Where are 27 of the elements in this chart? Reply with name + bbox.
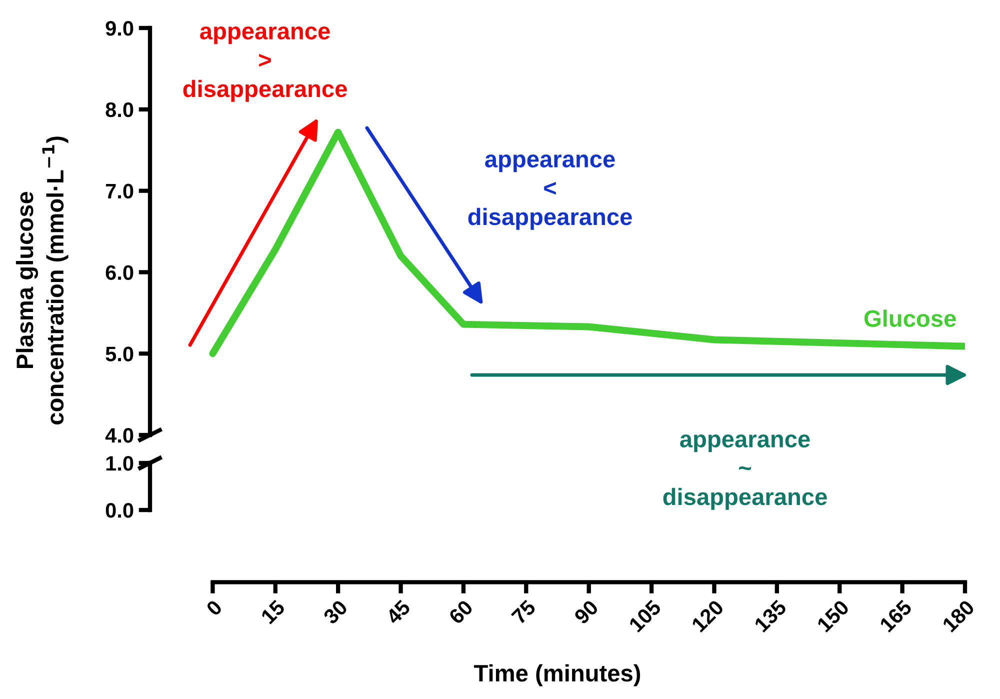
- y-tick-label: 7.0: [106, 184, 134, 199]
- y-tick-label: 6.0: [106, 265, 134, 280]
- x-axis-title: Time (minutes): [474, 664, 640, 686]
- x-tick-label: 120: [690, 599, 724, 633]
- annotation: appearance ~ disappearance: [663, 434, 827, 510]
- annotation: appearance > disappearance: [183, 26, 347, 102]
- y-tick-label: 9.0: [106, 21, 134, 36]
- x-tick-label: 30: [322, 599, 348, 626]
- y-tick-label: 4.0: [105, 428, 134, 443]
- x-tick-label: 75: [510, 599, 537, 625]
- x-tick-label: 105: [628, 598, 662, 633]
- x-tick-label: 90: [573, 599, 600, 625]
- x-tick-label: 135: [754, 598, 788, 633]
- x-tick-label: 0: [205, 599, 223, 617]
- x-tick-label: 180: [942, 599, 976, 633]
- x-tick-label: 60: [448, 599, 474, 625]
- x-tick-label: 150: [816, 599, 850, 633]
- x-tick-label: 45: [385, 599, 412, 626]
- y-tick-label: 8.0: [106, 102, 134, 118]
- x-tick-label: 15: [260, 599, 286, 624]
- y-tick-label: 1.0: [106, 456, 134, 471]
- y-tick-label: 5.0: [106, 346, 134, 362]
- series-label: Glucose: [864, 310, 956, 327]
- y-axis-title: Plasma glucose concentration (mmol·L$^{−1}$): [16, 136, 68, 424]
- annotation: appearance < disappearance: [468, 154, 632, 230]
- y-tick-label: 0.0: [106, 503, 134, 518]
- x-tick-label: 165: [879, 598, 913, 633]
